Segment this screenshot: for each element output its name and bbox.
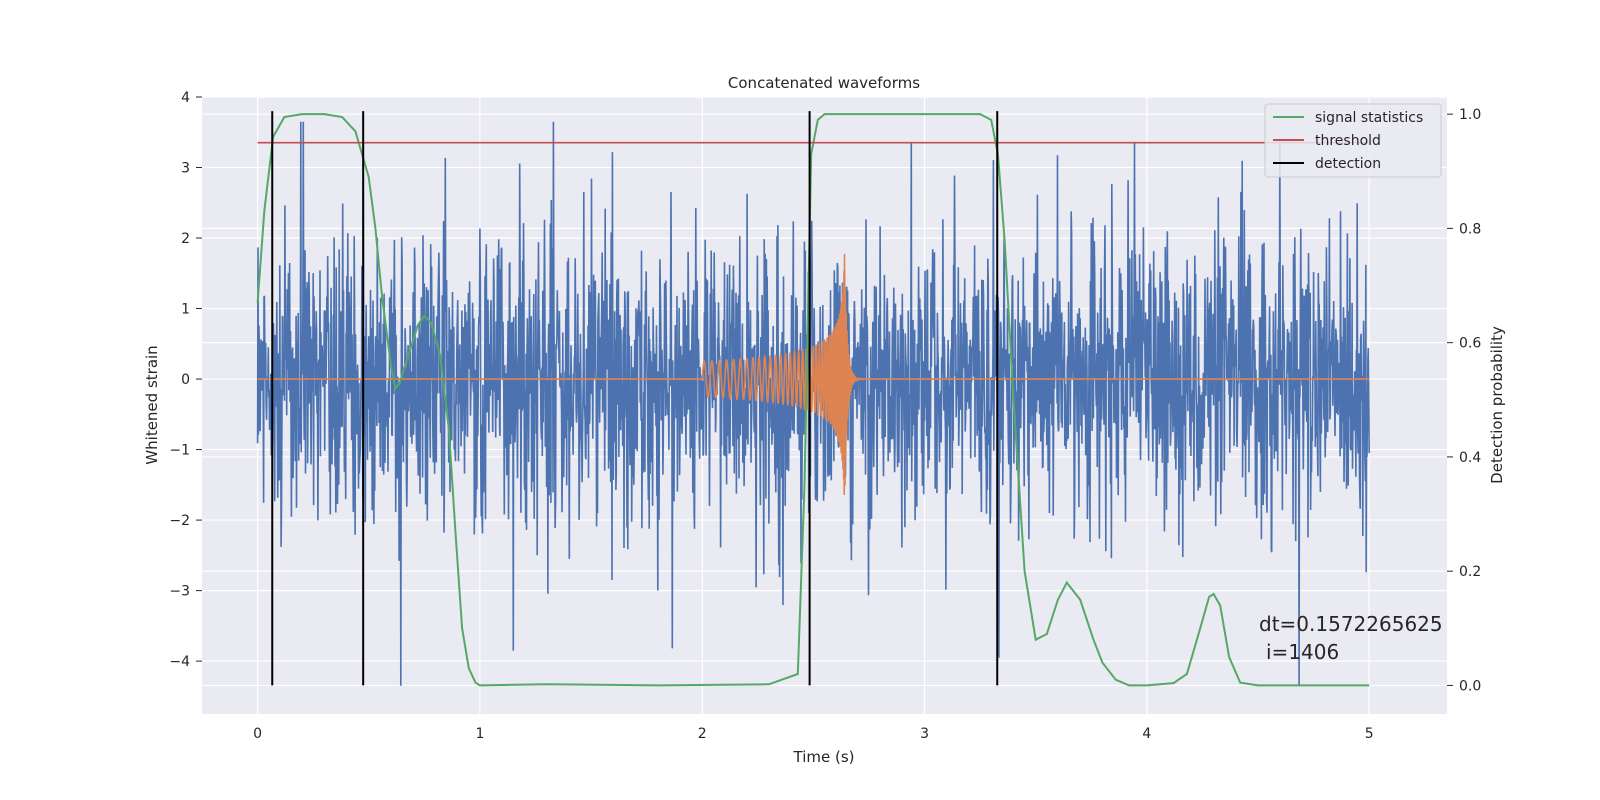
y2-tick-label: 0.6	[1459, 336, 1481, 352]
y-tick-label: 0	[181, 372, 190, 388]
y2-tick-label: 0.4	[1459, 450, 1481, 466]
legend-label-detection: detection	[1315, 156, 1381, 172]
y-tick-label: −2	[169, 513, 190, 529]
x-tick-label: 3	[920, 726, 929, 742]
detection-series	[271, 111, 999, 686]
legend-label-signal-statistics: signal statistics	[1315, 110, 1423, 126]
y-tick-label: −3	[169, 584, 190, 600]
x-tick-label: 1	[475, 726, 484, 742]
y-tick-label: −1	[169, 443, 190, 459]
y-tick-label: 2	[181, 231, 190, 247]
chirp-waveform-series	[257, 253, 1370, 495]
x-tick-label: 0	[253, 726, 262, 742]
y-tick-label: −4	[169, 654, 190, 670]
x-axis: 0 1 2 3 4 5	[253, 726, 1374, 742]
y-axis-right: 0.0 0.2 0.4 0.6 0.8 1.0	[1447, 107, 1481, 694]
y2-tick-label: 0.2	[1459, 564, 1481, 580]
annotation-i: i=1406	[1266, 640, 1339, 664]
x-tick-label: 2	[698, 726, 707, 742]
legend: signal statistics threshold detection	[1264, 103, 1442, 178]
x-tick-label: 5	[1365, 726, 1374, 742]
chart-title: Concatenated waveforms	[728, 74, 920, 92]
y-axis-left: −4 −3 −2 −1 0 1 2 3 4	[169, 90, 202, 670]
y2-tick-label: 0.0	[1459, 678, 1481, 694]
signal-statistics-series	[256, 113, 1370, 687]
y-axis-label: Whitened strain	[143, 345, 161, 464]
x-axis-label: Time (s)	[793, 748, 855, 766]
annotation-dt: dt=0.1572265625	[1259, 612, 1443, 636]
legend-box	[1264, 103, 1442, 178]
y2-tick-label: 0.8	[1459, 221, 1481, 237]
y-tick-label: 3	[181, 161, 190, 177]
y2-axis-label: Detection probability	[1488, 326, 1506, 484]
x-tick-label: 4	[1142, 726, 1151, 742]
legend-label-threshold: threshold	[1315, 133, 1381, 149]
y-tick-label: 4	[181, 90, 190, 106]
y2-tick-label: 1.0	[1459, 107, 1481, 123]
y-tick-label: 1	[181, 302, 190, 318]
